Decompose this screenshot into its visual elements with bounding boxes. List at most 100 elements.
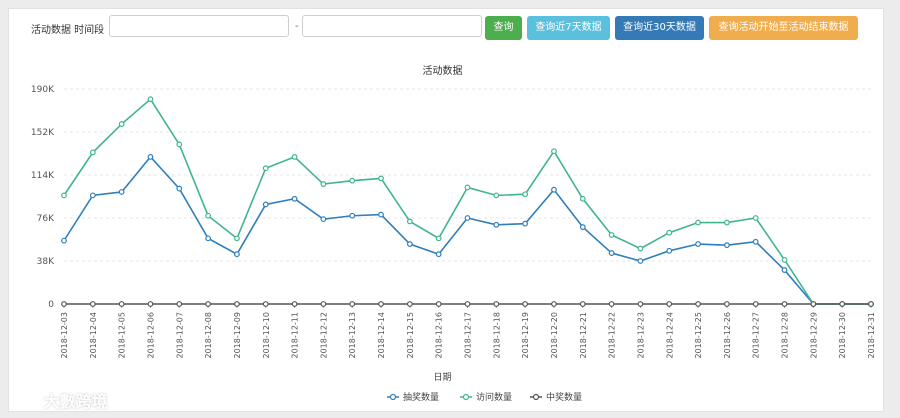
data-point-2 [147, 301, 154, 307]
data-point-2 [61, 301, 67, 307]
x-tick-label: 2018-12-17 [464, 312, 473, 359]
x-tick-label: 2018-12-22 [608, 312, 617, 359]
x-tick-label: 2018-12-14 [377, 312, 386, 359]
query-last-7-days-button[interactable]: 查询近7天数据 [527, 16, 610, 40]
data-point-0 [435, 251, 442, 258]
data-point-2 [695, 301, 701, 307]
data-point-0 [666, 247, 673, 254]
data-point-0 [378, 211, 384, 218]
query-last-30-days-button[interactable]: 查询近30天数据 [615, 16, 704, 40]
data-point-0 [176, 185, 183, 192]
x-tick-label: 2018-12-07 [175, 312, 184, 359]
data-point-0 [320, 216, 327, 223]
query-toolbar: 活动数据 时间段 - 查询 查询近7天数据 查询近30天数据 查询活动开始至活动… [9, 9, 883, 47]
data-point-0 [493, 221, 500, 228]
data-point-1 [435, 235, 442, 242]
data-point-2 [435, 301, 442, 307]
data-point-0 [349, 212, 356, 219]
data-point-2 [349, 301, 356, 307]
data-point-1 [349, 177, 356, 184]
series-line-0 [63, 155, 871, 305]
data-point-2 [262, 301, 269, 307]
query-button[interactable]: 查询 [485, 16, 522, 40]
data-point-2 [723, 301, 730, 307]
y-tick-label: 76K [37, 214, 55, 224]
data-point-2 [551, 301, 557, 307]
data-point-1 [61, 192, 67, 199]
watermark-logo-icon [12, 395, 36, 410]
data-point-2 [464, 301, 471, 307]
data-point-2 [89, 301, 96, 307]
y-tick-label: 152K [31, 128, 55, 138]
data-point-1 [637, 245, 644, 252]
data-point-0 [262, 201, 269, 208]
chart-title: 活动数据 [423, 64, 463, 77]
data-point-0 [695, 241, 701, 247]
data-point-2 [176, 301, 183, 307]
x-tick-label: 2018-12-20 [550, 312, 559, 359]
x-tick-label: 2018-12-19 [521, 312, 530, 359]
data-point-0 [205, 235, 212, 242]
x-tick-label: 2018-12-18 [492, 312, 501, 359]
data-point-1 [752, 215, 759, 221]
x-tick-label: 2018-12-16 [435, 312, 444, 359]
x-tick-label: 2018-12-12 [319, 312, 328, 359]
x-tick-label: 2018-12-06 [146, 312, 155, 359]
data-point-1 [666, 229, 673, 236]
data-point-1 [291, 153, 298, 160]
x-tick-label: 2018-12-29 [809, 312, 818, 359]
data-point-0 [608, 250, 615, 256]
x-tick-label: 2018-12-09 [233, 312, 242, 359]
data-point-2 [493, 301, 500, 307]
query-activity-period-button[interactable]: 查询活动开始至活动结束数据 [709, 16, 858, 40]
y-tick-label: 114K [31, 171, 55, 181]
data-point-1 [176, 141, 183, 148]
data-point-0 [89, 192, 96, 199]
legend-label-2: 中奖数量 [546, 391, 582, 403]
x-tick-label: 2018-12-15 [406, 312, 415, 359]
data-point-0 [637, 258, 644, 264]
start-date-input[interactable] [109, 15, 289, 37]
x-tick-label: 2018-12-11 [291, 312, 300, 359]
x-tick-label: 2018-12-24 [665, 312, 674, 359]
range-separator: - [295, 21, 299, 32]
data-point-0 [291, 195, 298, 202]
watermark-text: 大數跨境 [43, 392, 108, 411]
legend-marker-2 [532, 393, 540, 401]
data-point-2 [781, 301, 788, 307]
x-tick-label: 2018-12-10 [262, 312, 271, 359]
legend-marker-0 [389, 393, 397, 401]
data-point-2 [752, 301, 759, 307]
data-point-2 [291, 301, 298, 307]
data-point-2 [378, 301, 384, 307]
data-point-2 [608, 301, 615, 307]
data-point-0 [406, 241, 413, 247]
data-point-1 [89, 149, 96, 156]
data-point-0 [61, 237, 67, 244]
data-point-2 [118, 301, 125, 307]
data-point-0 [147, 153, 154, 160]
data-point-2 [637, 301, 644, 307]
x-tick-label: 2018-12-21 [579, 312, 588, 359]
data-point-0 [723, 242, 730, 249]
data-point-0 [234, 251, 240, 258]
data-point-0 [118, 189, 125, 195]
data-point-1 [234, 235, 240, 242]
data-point-2 [839, 301, 846, 307]
x-tick-label: 2018-12-31 [867, 312, 876, 359]
data-point-0 [781, 267, 788, 273]
x-tick-label: 2018-12-28 [781, 312, 790, 359]
x-tick-label: 2018-12-03 [60, 312, 69, 359]
y-tick-label: 0 [48, 300, 54, 310]
legend-label-1: 访问数量 [476, 391, 512, 403]
data-point-2 [810, 301, 817, 307]
data-point-2 [234, 301, 240, 307]
data-point-2 [320, 301, 327, 307]
data-point-1 [118, 121, 125, 127]
data-point-2 [579, 301, 586, 307]
end-date-input[interactable] [302, 15, 482, 37]
x-axis-label: 日期 [433, 372, 451, 383]
data-point-1 [262, 165, 269, 172]
x-tick-label: 2018-12-05 [118, 312, 127, 359]
watermark: 大數跨境 [12, 388, 108, 412]
